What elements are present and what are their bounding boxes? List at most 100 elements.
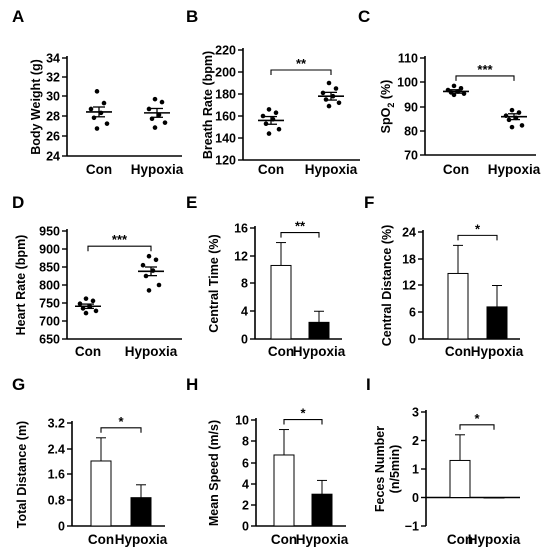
- data-point: [90, 298, 96, 304]
- y-tick-label: 3: [412, 406, 419, 420]
- y-tick-label: 90: [404, 101, 418, 115]
- panel-F: F 0 6 12 18 24 Central Distance (%) Con Hypoxia *: [364, 193, 524, 359]
- y-axis-title: Central Distance (%): [380, 225, 394, 347]
- y-axis-title: Central Time (%): [207, 234, 221, 332]
- y-tick-label: 180: [215, 88, 236, 102]
- bar: [447, 272, 469, 340]
- data-point: [333, 86, 339, 91]
- x-category-label: Con: [445, 344, 471, 359]
- data-point: [94, 89, 100, 94]
- x-category-label: Hypoxia: [471, 344, 524, 359]
- significance-marker: *: [300, 406, 306, 421]
- y-tick-label: 24: [46, 150, 60, 164]
- data-point: [153, 257, 159, 263]
- x-category-label: Con: [271, 532, 297, 547]
- data-point: [336, 100, 342, 106]
- y-tick-label: 6: [242, 457, 249, 471]
- y-tick-label: 800: [39, 279, 60, 293]
- x-category-label: Con: [268, 344, 294, 359]
- panel-G: G 0 0.8 1.6 2.4 3.2 Total Distance (m) Con Hypox…: [12, 375, 168, 547]
- data-point: [162, 120, 168, 125]
- y-axis-title: (n/5min): [388, 445, 402, 494]
- data-point: [451, 83, 457, 89]
- data-point: [152, 96, 158, 102]
- data-point: [276, 126, 282, 132]
- y-tick-label: 16: [234, 222, 248, 236]
- data-point: [94, 126, 100, 131]
- x-category-label: Hypoxia: [296, 532, 349, 547]
- y-tick-label: 24: [402, 226, 416, 240]
- y-tick-label: 2: [242, 499, 249, 513]
- data-point: [83, 296, 89, 301]
- x-category-label: Hypoxia: [468, 532, 521, 547]
- significance-marker: **: [296, 56, 307, 71]
- y-tick-label: 18: [402, 253, 416, 267]
- data-point: [320, 90, 326, 96]
- x-category-label: Con: [443, 162, 469, 177]
- data-point: [326, 80, 332, 86]
- y-tick-label: 26: [46, 130, 60, 144]
- y-tick-label: 850: [39, 261, 60, 275]
- y-axis-title: SpO2 (%): [379, 80, 396, 134]
- y-tick-label: 160: [215, 110, 236, 124]
- data-point: [273, 110, 279, 115]
- data-point: [326, 103, 332, 109]
- y-axis-title: Heart Rate (bpm): [14, 235, 28, 336]
- y-tick-label: 0: [412, 491, 419, 505]
- y-tick-label: 100: [397, 76, 418, 90]
- y-tick-label: 8: [241, 277, 248, 291]
- significance-marker: **: [295, 219, 306, 234]
- significance-marker: ***: [112, 232, 128, 247]
- y-tick-label: 70: [404, 149, 418, 163]
- data-point: [519, 123, 525, 128]
- x-category-label: Hypoxia: [131, 162, 184, 177]
- panel-label: I: [366, 375, 371, 394]
- data-point: [101, 100, 107, 106]
- significance-bracket: [280, 232, 320, 238]
- significance-marker: ***: [477, 62, 493, 77]
- y-tick-label: 12: [402, 279, 416, 293]
- y-tick-label: 4: [242, 478, 249, 492]
- y-tick-label: 12: [234, 250, 248, 264]
- y-axis-title: Body Weight (g): [29, 59, 43, 155]
- data-point: [156, 282, 162, 288]
- panel-label: B: [186, 7, 198, 26]
- panel-label: C: [358, 7, 370, 26]
- y-tick-label: 0: [241, 333, 248, 347]
- y-tick-label: 220: [215, 44, 236, 58]
- y-tick-label: 2.4: [48, 443, 65, 457]
- data-point: [266, 107, 272, 112]
- data-point: [140, 262, 146, 268]
- y-tick-label: 110: [398, 52, 418, 66]
- y-tick-label: 32: [46, 71, 60, 85]
- bar: [270, 264, 292, 340]
- x-category-label: Hypoxia: [293, 344, 346, 359]
- data-point: [83, 310, 89, 316]
- x-category-label: Hypoxia: [305, 162, 358, 177]
- y-tick-label: 0: [409, 333, 416, 347]
- data-point: [509, 124, 515, 130]
- y-tick-label: 10: [235, 414, 249, 428]
- data-point: [88, 106, 94, 112]
- bar: [449, 459, 471, 499]
- x-category-label: Con: [258, 162, 284, 177]
- y-tick-label: 0.8: [48, 494, 65, 508]
- y-tick-label: 28: [46, 110, 60, 124]
- data-point: [146, 106, 152, 112]
- bar: [130, 497, 152, 527]
- y-tick-label: 0: [242, 520, 249, 534]
- x-category-label: Con: [86, 162, 112, 177]
- y-tick-label: 2: [412, 434, 419, 448]
- panel-label: D: [12, 193, 24, 212]
- y-tick-label: −1: [405, 520, 419, 534]
- panel-label: G: [12, 375, 25, 394]
- data-point: [260, 113, 266, 119]
- panel-label: H: [186, 375, 198, 394]
- y-tick-label: 650: [39, 333, 60, 347]
